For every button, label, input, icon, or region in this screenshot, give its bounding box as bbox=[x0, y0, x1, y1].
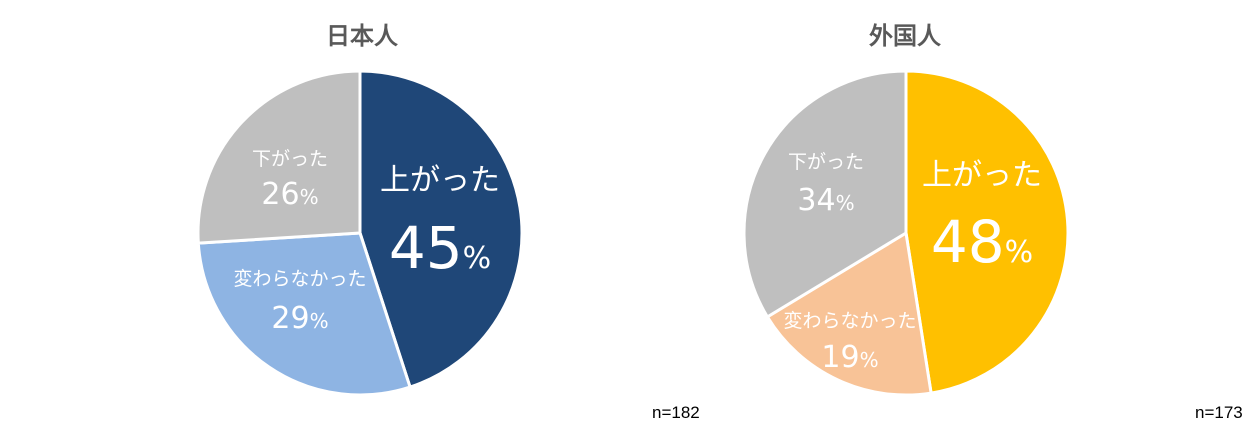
slice-percent-label: 29% bbox=[271, 301, 328, 336]
slice-name-label: 変わらなかった bbox=[783, 310, 916, 332]
pie-slices bbox=[742, 69, 1070, 397]
slice-percent-label: 45% bbox=[389, 214, 491, 282]
pie-slice bbox=[742, 69, 908, 319]
slice-name-label: 変わらなかった bbox=[233, 268, 366, 290]
chart-title: 日本人 bbox=[326, 22, 398, 50]
pie-slice bbox=[904, 69, 1070, 395]
pie-chart-japanese: 日本人 上がった 45% 変わらなかった 29% 下がった 26% n=182 bbox=[196, 22, 700, 422]
pie-labels: 上がった 48% 変わらなかった 19% 下がった 34% bbox=[783, 151, 1042, 375]
pie-slice bbox=[358, 69, 524, 389]
slice-percent-label: 34% bbox=[797, 183, 854, 218]
pie-slice bbox=[765, 231, 933, 397]
pie-slice bbox=[196, 231, 412, 397]
slice-name-label: 上がった bbox=[922, 158, 1042, 193]
slice-percent-label: 19% bbox=[821, 340, 878, 375]
slice-name-label: 下がった bbox=[252, 148, 328, 170]
slice-percent-label: 26% bbox=[261, 177, 318, 212]
sample-size-label: n=182 bbox=[652, 403, 700, 422]
pie-slice bbox=[196, 69, 362, 245]
pie-chart-foreigners: 外国人 上がった 48% 変わらなかった 19% 下がった 34% n=173 bbox=[742, 22, 1243, 422]
chart-title: 外国人 bbox=[869, 22, 941, 50]
sample-size-label: n=173 bbox=[1195, 403, 1243, 422]
pie-slices bbox=[196, 69, 524, 397]
slice-percent-label: 48% bbox=[931, 208, 1033, 276]
slice-name-label: 上がった bbox=[380, 163, 500, 198]
pie-labels: 上がった 45% 変わらなかった 29% 下がった 26% bbox=[233, 148, 500, 336]
slice-name-label: 下がった bbox=[788, 151, 864, 173]
